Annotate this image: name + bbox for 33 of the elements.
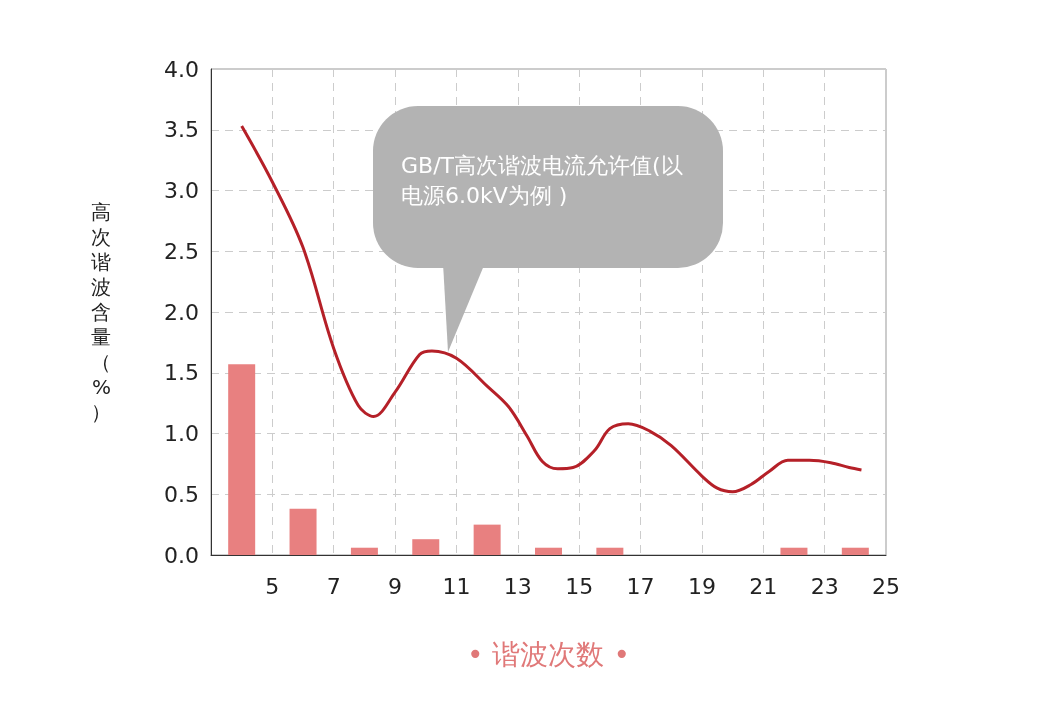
y-tick-label: 0.5	[164, 481, 199, 507]
x-tick-label: 5	[265, 573, 280, 599]
x-tick-label: 7	[326, 573, 341, 599]
x-tick-label: 19	[687, 573, 716, 599]
bar	[289, 508, 317, 555]
bar	[596, 547, 624, 555]
x-tick-label: 17	[626, 573, 655, 599]
text: 高次谐波含量（%）	[91, 200, 111, 424]
bar	[228, 364, 256, 555]
y-tick-label: 3.5	[164, 117, 199, 143]
x-tick-label: 13	[503, 573, 532, 599]
y-tick-label: 2.0	[164, 299, 199, 325]
y-tick-label: 1.5	[164, 360, 199, 386]
x-tick-label: 11	[442, 573, 471, 599]
y-tick-label: 2.5	[164, 238, 199, 264]
bar	[841, 547, 869, 555]
y-tick-label: 4.0	[164, 56, 199, 82]
bar	[350, 547, 378, 555]
x-tick-label: 23	[810, 573, 839, 599]
annotation: GB/T高次谐波电流允许值(以电源6.0kV为例 )	[401, 152, 684, 210]
bar	[535, 547, 562, 555]
x-tick-label: 25	[872, 573, 900, 599]
x-tick-label: 9	[388, 573, 403, 599]
x-tick-label: 21	[749, 573, 778, 599]
bar	[412, 539, 440, 555]
bar	[780, 547, 808, 555]
bar	[473, 524, 501, 555]
x-axis-title: • 谐波次数 •	[467, 637, 630, 671]
y-tick-label: 0.0	[164, 542, 199, 568]
y-tick-label: 3.0	[164, 178, 199, 203]
y-tick-label: 1.0	[164, 421, 199, 446]
line-series	[240, 124, 863, 494]
x-tick-label: 15	[565, 573, 594, 599]
